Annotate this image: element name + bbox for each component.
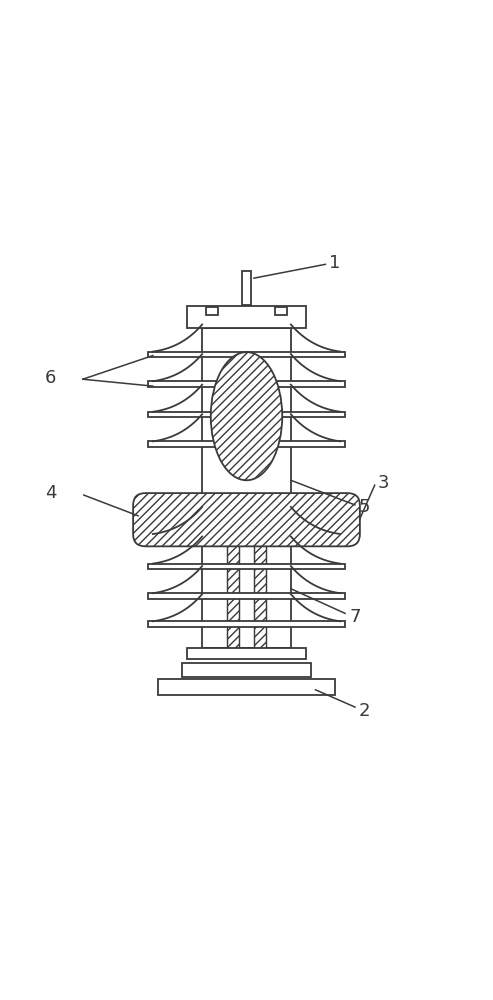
- Bar: [148, 593, 345, 599]
- Bar: [148, 564, 345, 569]
- Bar: [148, 441, 345, 447]
- Text: 2: 2: [359, 702, 370, 720]
- Bar: [148, 381, 345, 387]
- Bar: [242, 271, 251, 305]
- Bar: [227, 507, 239, 648]
- Bar: [254, 507, 266, 648]
- Bar: [275, 307, 287, 315]
- Bar: [182, 663, 311, 677]
- Text: 4: 4: [45, 484, 57, 502]
- Bar: [148, 412, 345, 417]
- FancyBboxPatch shape: [133, 493, 360, 546]
- Bar: [148, 534, 345, 539]
- Ellipse shape: [211, 352, 282, 480]
- Bar: [148, 352, 345, 357]
- Bar: [187, 648, 306, 659]
- Text: 3: 3: [378, 474, 389, 492]
- Bar: [202, 507, 291, 648]
- Bar: [158, 679, 335, 695]
- Text: 7: 7: [349, 608, 360, 626]
- Bar: [148, 621, 345, 627]
- Bar: [206, 307, 218, 315]
- Bar: [187, 498, 306, 507]
- Text: 6: 6: [44, 369, 56, 387]
- Text: 1: 1: [329, 254, 341, 272]
- Bar: [202, 328, 291, 498]
- Bar: [187, 306, 306, 328]
- Text: 5: 5: [359, 498, 370, 516]
